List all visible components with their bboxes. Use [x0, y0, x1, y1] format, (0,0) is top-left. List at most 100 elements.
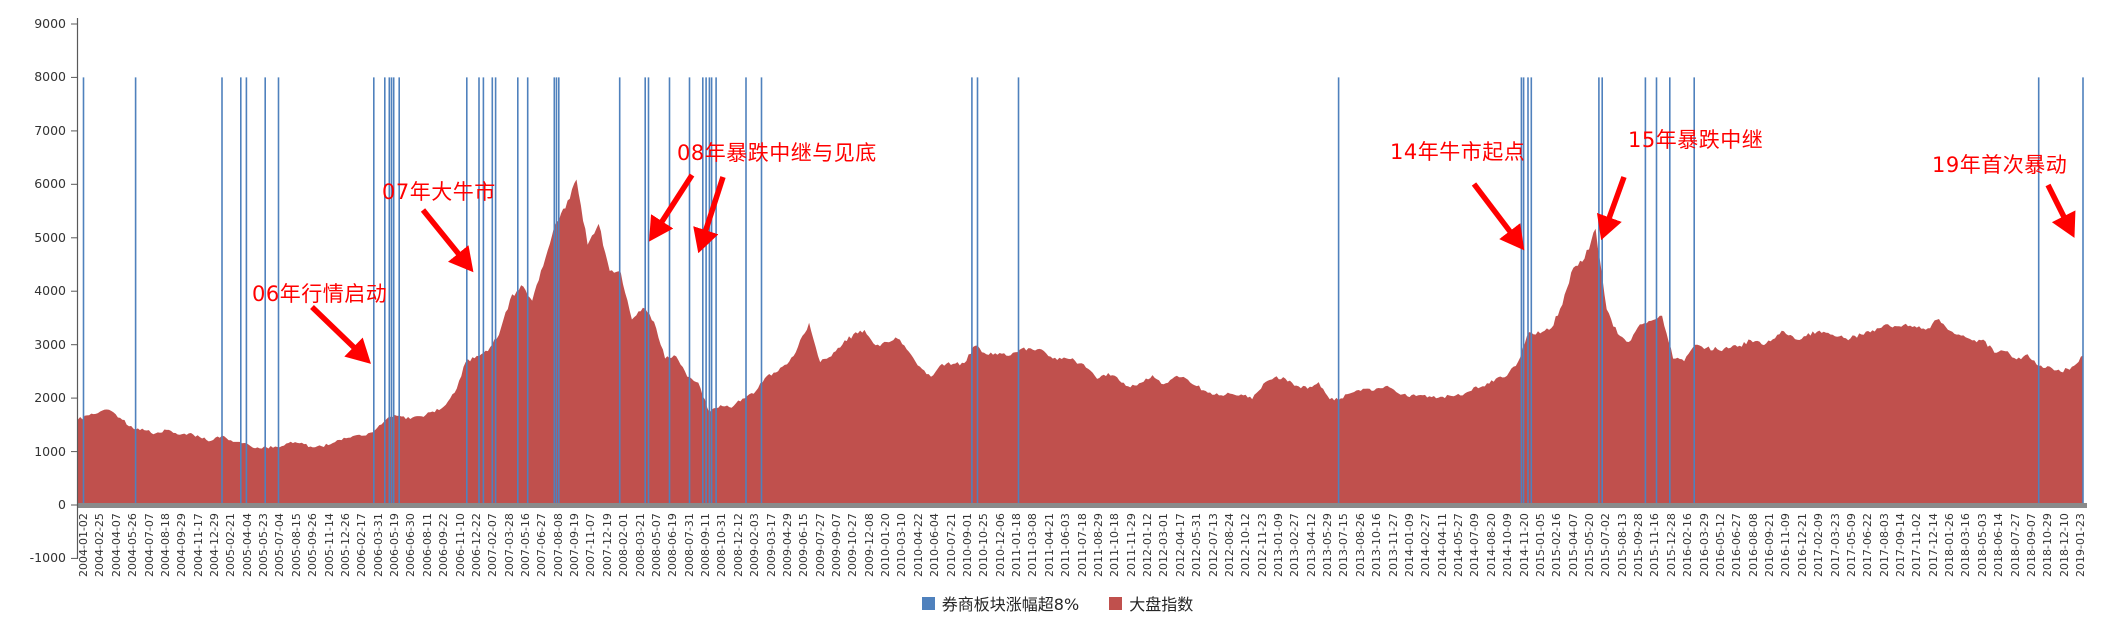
y-axis-tick-label: 0 [58, 497, 66, 512]
x-axis-tick-label: 2008-06-19 [666, 513, 680, 577]
y-axis-tick-label: -1000 [29, 550, 66, 566]
x-axis-tick-label: 2010-12-06 [993, 513, 1007, 577]
x-axis-tick-label: 2010-06-04 [928, 513, 942, 577]
x-axis-tick-label: 2007-09-19 [568, 513, 582, 577]
x-axis-tick-label: 2009-03-17 [764, 513, 778, 577]
x-axis-tick-label: 2017-08-03 [1877, 513, 1891, 577]
legend-swatch-market-index-icon [1109, 596, 1123, 610]
x-axis-tick-label: 2018-10-29 [2041, 513, 2055, 577]
x-axis-tick-label: 2012-03-01 [1157, 513, 1171, 577]
x-axis-tick-label: 2011-11-29 [1124, 513, 1138, 577]
annotation-arrows [310, 173, 2076, 364]
x-axis-tick-label: 2016-12-21 [1795, 513, 1809, 577]
x-axis-tick-label: 2007-11-07 [584, 513, 598, 577]
x-axis-tick-label: 2017-03-23 [1828, 513, 1842, 577]
x-axis-tick-label: 2013-04-12 [1304, 513, 1318, 577]
x-axis-tick-label: 2017-12-14 [1926, 513, 1940, 577]
x-axis-tick-label: 2004-07-07 [142, 513, 156, 577]
x-axis-tick-label: 2016-09-21 [1763, 513, 1776, 577]
annotation-arrow [649, 173, 695, 242]
y-axis-tick-label: 2000 [34, 390, 66, 406]
x-axis-tick-label: 2012-04-17 [1173, 513, 1187, 577]
x-axis-tick-label: 2006-05-19 [388, 513, 401, 577]
y-axis-tick-label: 9000 [34, 16, 66, 31]
x-axis-tick-label: 2005-11-14 [322, 513, 336, 577]
y-axis-tick-label: 6000 [34, 176, 66, 192]
annotation-arrow [693, 176, 726, 254]
y-axis-tick-label: 1000 [34, 443, 66, 459]
x-axis-tick-label: 2008-12-12 [731, 513, 745, 577]
x-axis-tick-label: 2004-08-18 [158, 513, 172, 577]
x-axis-tick-label: 2014-01-09 [1402, 513, 1416, 577]
annotation-arrow [1596, 176, 1627, 241]
x-axis-tick-label: 2007-05-16 [519, 513, 532, 577]
x-axis-tick-label: 2006-09-22 [437, 513, 451, 577]
y-axis-tick-label: 7000 [34, 122, 66, 138]
x-axis-tick-label: 2005-09-26 [306, 513, 320, 577]
x-axis-tick-label: 2014-07-09 [1468, 513, 1482, 577]
x-axis-tick-label: 2016-06-27 [1730, 513, 1744, 577]
x-axis-tick-label: 2008-07-31 [682, 513, 696, 577]
x-axis-tick-label: 2006-02-17 [355, 513, 369, 577]
x-axis-tick-label: 2013-11-27 [1386, 513, 1400, 577]
annotation-arrow [310, 305, 371, 364]
legend: 券商板块涨幅超8% 大盘指数 [0, 591, 2115, 615]
x-axis-tick-label: 2010-10-25 [977, 513, 991, 577]
x-axis-tick-label: 2004-09-29 [175, 513, 189, 577]
x-axis-tick-label: 2010-09-01 [960, 513, 974, 577]
x-axis-tick-label: 2016-05-12 [1713, 513, 1727, 577]
x-axis-tick-label: 2013-10-16 [1370, 513, 1384, 577]
y-axis-tick-label: 8000 [34, 69, 66, 85]
x-axis-tick-label: 2016-11-09 [1779, 513, 1793, 577]
x-axis-tick-label: 2006-06-30 [404, 513, 418, 577]
x-axis-tick-label: 2016-03-29 [1697, 513, 1711, 577]
x-axis-tick-label: 2009-07-27 [813, 513, 827, 577]
x-axis-tick-label: 2018-06-14 [1992, 513, 2006, 577]
zero-baseline [78, 503, 2087, 508]
x-axis-tick-label: 2015-02-16 [1550, 513, 1564, 577]
y-axis-labels: 9000 8000 7000 6000 5000 4000 3000 2000 1000 0 -10… [4, 0, 66, 630]
x-axis-tick-label: 2017-06-22 [1861, 513, 1875, 577]
x-axis-tick-label: 2014-10-09 [1501, 513, 1515, 577]
x-axis-tick-label: 2013-07-15 [1337, 513, 1351, 577]
x-axis-tick-label: 2012-01-12 [1141, 513, 1154, 577]
x-axis-tick-label: 2011-07-18 [1075, 513, 1089, 577]
x-axis-tick-label: 2011-01-18 [1010, 513, 1023, 577]
x-axis-tick-label: 2018-12-10 [2057, 513, 2071, 577]
x-axis-tick-label: 2005-04-04 [240, 513, 254, 577]
x-axis-tick-label: 2011-08-29 [1091, 513, 1105, 577]
x-axis-tick-label: 2015-09-28 [1632, 513, 1645, 577]
x-axis-tick-label: 2013-05-29 [1321, 513, 1334, 577]
x-axis-tick-label: 2005-05-23 [257, 513, 271, 577]
x-axis-tick-label: 2006-03-31 [371, 513, 385, 577]
x-axis-tick-label: 2010-07-21 [944, 513, 958, 577]
x-axis-tick-label: 2006-11-10 [453, 513, 467, 577]
x-axis-tick-label: 2012-08-24 [1222, 513, 1236, 577]
x-axis-tick-label: 2009-12-08 [862, 513, 876, 577]
x-axis-tick-label: 2015-05-20 [1582, 513, 1596, 577]
x-axis-tick-label: 2009-09-07 [830, 513, 843, 577]
x-axis-tick-label: 2004-01-02 [77, 513, 90, 577]
x-axis-tick-label: 2010-03-10 [895, 513, 909, 577]
x-axis-tick-label: 2015-12-28 [1664, 513, 1678, 577]
x-axis-tick-label: 2008-05-07 [649, 513, 663, 577]
annotation-arrow [2045, 183, 2076, 238]
x-axis-tick-label: 2004-05-26 [126, 513, 140, 577]
x-axis-tick-label: 2009-04-29 [780, 513, 794, 577]
x-axis-tick-label: 2014-11-20 [1517, 513, 1531, 577]
x-axis-tick-label: 2007-03-28 [502, 513, 516, 577]
x-axis-tick-label: 2009-06-15 [797, 513, 811, 577]
x-axis-tick-label: 2015-11-16 [1648, 513, 1662, 577]
x-axis-tick-label: 2005-07-04 [273, 513, 287, 577]
x-axis-tick-label: 2004-11-17 [191, 513, 205, 577]
x-axis-tick-label: 2016-02-16 [1681, 513, 1695, 577]
x-axis-tick-label: 2011-06-03 [1059, 513, 1073, 577]
annotation-arrow [1471, 182, 1525, 251]
legend-label-broker-surge: 券商板块涨幅超8% [941, 595, 1080, 614]
x-axis-tick-label: 2006-12-22 [469, 513, 483, 577]
x-axis-tick-label: 2011-10-18 [1108, 513, 1122, 577]
x-axis-tick-label: 2012-05-31 [1190, 513, 1204, 577]
